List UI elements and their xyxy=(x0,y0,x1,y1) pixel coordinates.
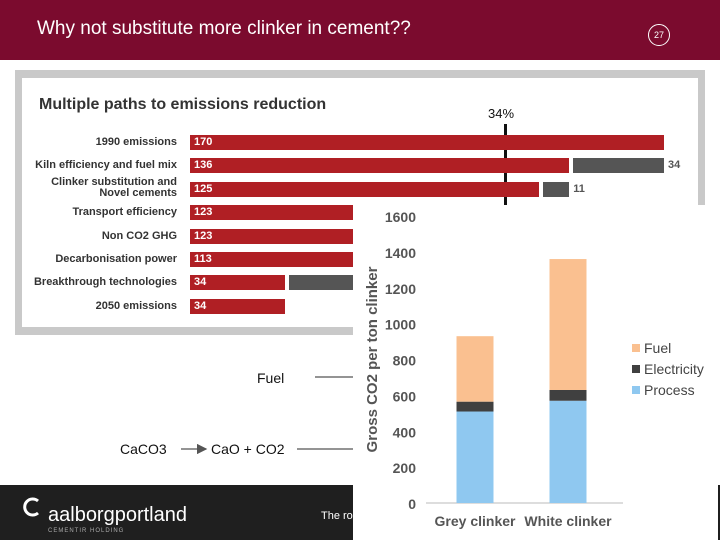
row-bar-value: 34 xyxy=(194,276,207,289)
y-tick-label: 200 xyxy=(393,460,417,476)
row-bar-value: 123 xyxy=(194,206,213,219)
logo-text: aalborgportland xyxy=(48,504,187,526)
row-label: Non CO2 GHG xyxy=(101,229,177,242)
c-logo-icon xyxy=(23,497,39,517)
co2-chart: 0 200 400 600 800 1000 1200 1400 1600 Gross CO2 p… xyxy=(353,205,718,540)
bar-segment-fuel xyxy=(549,259,587,390)
legend-swatch-fuel xyxy=(632,344,640,352)
y-tick-label: 1600 xyxy=(385,209,416,225)
y-tick-label: 1200 xyxy=(385,281,416,297)
y-tick-label: 400 xyxy=(393,424,417,440)
reactant-label: CaCO3 xyxy=(120,441,167,457)
row-reduction-bar xyxy=(542,181,570,197)
row-label: Transport efficiency xyxy=(72,206,177,219)
page-number: 27 xyxy=(648,24,670,46)
legend-label-electricity: Electricity xyxy=(644,361,704,377)
row-bar-value: 113 xyxy=(194,253,212,265)
co2-chart-svg: 0 200 400 600 800 1000 1200 1400 1600 Gross CO2 p… xyxy=(364,209,704,529)
bar-segment-process xyxy=(456,411,494,503)
row-bar: 125 xyxy=(190,181,539,197)
fuel-label: Fuel xyxy=(257,370,285,386)
y-tick-label: 600 xyxy=(393,388,417,404)
y-tick-label: 1000 xyxy=(385,317,416,333)
slide-header: Why not substitute more clinker in cemen… xyxy=(0,0,720,60)
row-label: 1990 emissions xyxy=(95,136,177,148)
row-bar-value: 125 xyxy=(194,182,213,195)
row-reduction-value: 34 xyxy=(668,159,681,172)
row-reduction-bar xyxy=(573,158,664,174)
x-tick-label: White clinker xyxy=(524,513,612,529)
y-tick-label: 0 xyxy=(408,496,416,512)
legend-swatch-process xyxy=(632,386,640,394)
row-label: Kiln efficiency and fuel mix xyxy=(35,159,177,172)
row-bar-value: 123 xyxy=(194,229,213,242)
row-bar-value: 170 xyxy=(194,136,213,148)
row-label: Clinker substitution and Novel cements xyxy=(51,175,177,199)
row-bar-value: 34 xyxy=(194,299,207,312)
row-bar: 136 xyxy=(190,158,570,174)
row-bar: 34 xyxy=(190,298,285,314)
product-label: CaO + CO2 xyxy=(211,441,285,457)
x-tick-label: Grey clinker xyxy=(435,513,516,529)
paths-panel-title: Multiple paths to emissions reduction xyxy=(39,96,327,113)
row-bar: 170 xyxy=(190,135,664,150)
y-tick-label: 800 xyxy=(393,353,417,369)
y-tick-label: 1400 xyxy=(385,245,416,261)
legend-label-fuel: Fuel xyxy=(644,340,671,356)
row-bar-value: 136 xyxy=(194,159,213,172)
bar-segment-fuel xyxy=(456,336,494,402)
bar-segment-electricity xyxy=(549,389,587,401)
row-label: Breakthrough technologies xyxy=(33,276,177,289)
legend-swatch-electricity xyxy=(632,365,640,373)
slide-title: Why not substitute more clinker in cemen… xyxy=(37,18,411,39)
logo-subtext: CEMENTIR HOLDING xyxy=(48,528,125,534)
row-bar: 34 xyxy=(190,275,285,291)
legend-label-process: Process xyxy=(644,382,695,398)
row-label: Decarbonisation power xyxy=(55,253,177,265)
reduction-marker-label: 34% xyxy=(488,106,515,121)
bar-segment-process xyxy=(549,400,587,503)
row-reduction-value: 11 xyxy=(573,182,585,195)
footer-text: The ro xyxy=(321,510,353,522)
row-label: 2050 emissions xyxy=(95,299,177,312)
y-axis-label: Gross CO2 per ton clinker xyxy=(364,266,381,452)
bar-segment-electricity xyxy=(456,401,494,412)
